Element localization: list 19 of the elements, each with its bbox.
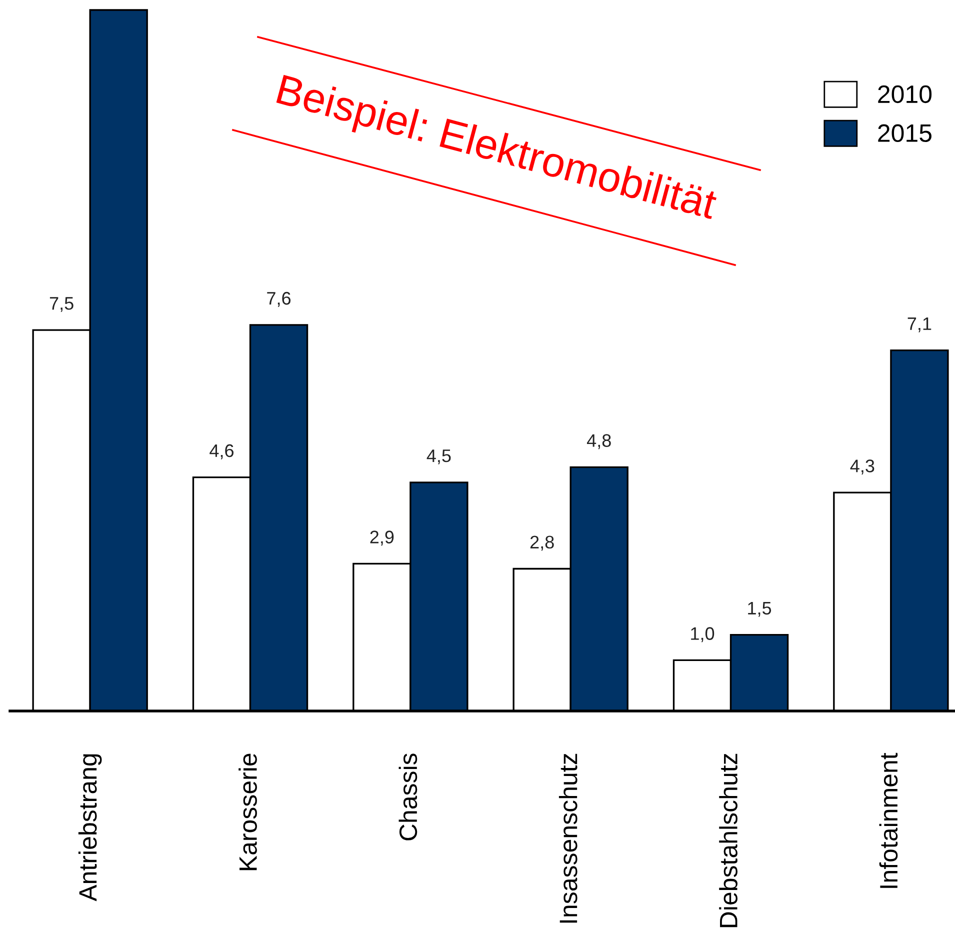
data-label: 1,5 <box>748 602 772 617</box>
x-tick-label: Diebstahlschutz <box>719 754 738 928</box>
legend-label: 2015 <box>878 124 932 142</box>
data-label: 4,8 <box>586 434 611 450</box>
legend-label: 2010 <box>878 85 932 104</box>
data-label: 7,5 <box>50 297 74 312</box>
data-label: 4,5 <box>426 450 451 464</box>
data-label: 4,3 <box>850 460 874 474</box>
data-label: 2,9 <box>370 530 394 546</box>
x-tick-label: Karosserie <box>238 754 257 870</box>
data-label: 7,6 <box>267 292 291 307</box>
data-label: 1,0 <box>691 627 714 642</box>
x-tick-label: Chassis <box>398 754 418 840</box>
data-label: 4,6 <box>210 444 234 460</box>
x-tick-label: Insassenschutz <box>558 754 578 923</box>
data-label: 7,1 <box>908 318 932 332</box>
x-tick-label: Antriebstrang <box>78 754 102 902</box>
x-tick-label: Infotainment <box>879 752 898 888</box>
data-label: 2,8 <box>530 536 554 551</box>
